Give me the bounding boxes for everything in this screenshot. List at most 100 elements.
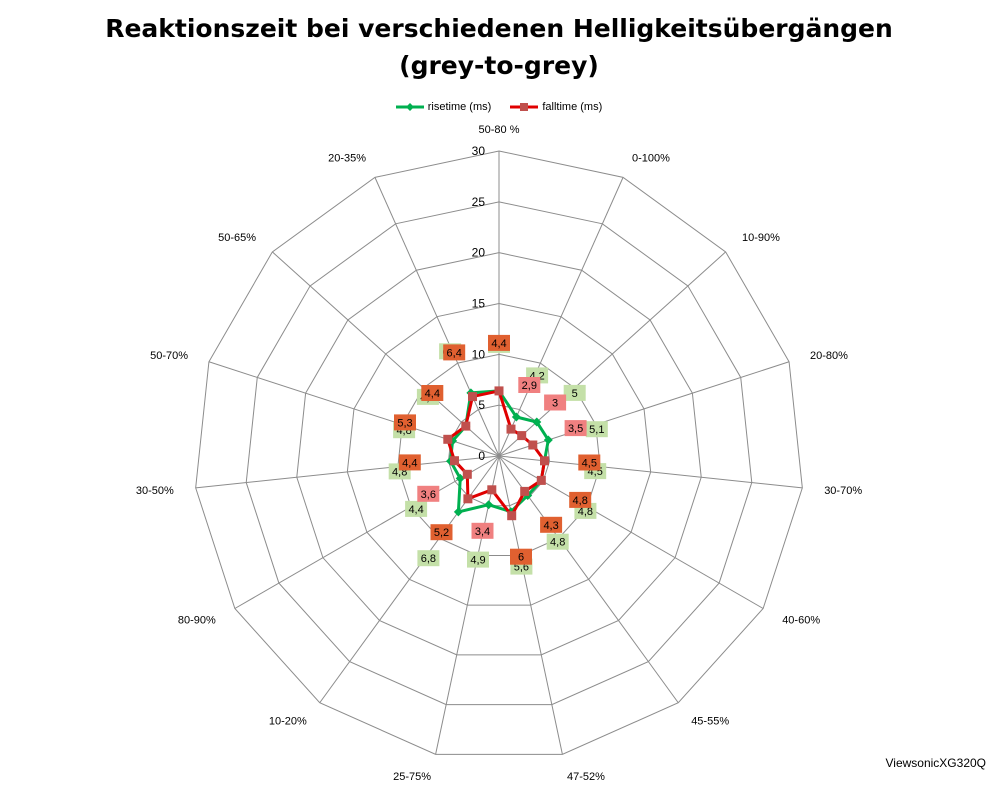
data-label-s0-8: 4,9 (470, 555, 485, 567)
tick-label-4: 20 (472, 246, 486, 260)
data-label-s1-10: 3,6 (421, 489, 436, 501)
data-label-s1-8: 3,4 (475, 526, 490, 538)
data-label-bg-s1-12 (394, 414, 416, 431)
data-label-bg-s1-9 (430, 524, 453, 541)
marker-s1-11 (450, 456, 459, 466)
marker-s1-10 (462, 469, 472, 479)
data-label-bg-s0-2 (563, 384, 586, 401)
series-line-0 (448, 389, 550, 514)
marker-s1-0 (494, 386, 504, 396)
data-label-s1-14: 6,4 (447, 347, 462, 359)
legend-label-risetime: risetime (ms) (427, 101, 492, 114)
axis-label-5: 40-60% (782, 615, 820, 627)
spoke-13 (272, 251, 500, 457)
data-label-bg-s1-10 (417, 485, 440, 502)
tick-label-6: 30 (472, 144, 486, 158)
legend-label-falltime: falltime (ms) (542, 101, 603, 114)
axis-label-1: 0-100% (632, 152, 670, 164)
tick-label-3: 15 (472, 297, 486, 311)
data-label-s1-1: 2,9 (522, 380, 537, 392)
marker-s1-8 (487, 485, 497, 495)
spoke-4 (498, 455, 803, 489)
data-label-s1-3: 3,5 (568, 423, 583, 435)
data-label-s1-12: 5,3 (397, 417, 412, 429)
data-label-s0-3: 5,1 (589, 424, 604, 436)
axis-label-10: 80-90% (178, 615, 216, 627)
marker-s1-12 (443, 434, 453, 444)
marker-s1-7 (507, 511, 517, 521)
marker-s0-3 (543, 435, 553, 445)
data-label-bg-s1-3 (564, 420, 587, 437)
axis-label-6: 45-55% (691, 716, 729, 728)
axis-label-4: 30-70% (824, 485, 862, 497)
data-label-bg-s0-9 (417, 550, 440, 567)
axis-label-11: 30-50% (136, 485, 174, 497)
marker-s0-9 (453, 507, 463, 517)
data-label-bg-s0-10 (405, 500, 428, 517)
marker-s1-3 (528, 440, 538, 450)
marker-s1-13 (461, 421, 471, 431)
axis-label-7: 47-52% (567, 771, 605, 783)
data-label-s0-9: 6,8 (421, 553, 436, 565)
legend-item-falltime: falltime (ms) (510, 101, 602, 113)
marker-s1-6 (520, 486, 530, 496)
spoke-10 (234, 455, 500, 609)
data-label-s1-0: 4,4 (491, 338, 506, 350)
data-label-s1-5: 4,8 (573, 495, 588, 507)
data-label-s1-4: 4,5 (582, 458, 597, 470)
spoke-9 (319, 455, 500, 704)
axis-label-13: 50-65% (218, 232, 256, 244)
chart-legend: risetime (ms) falltime (ms) (0, 101, 998, 113)
data-label-bg-s1-8 (471, 522, 494, 539)
chart-title: Reaktionszeit bei verschiedenen Helligke… (0, 10, 998, 84)
marker-s1-1 (506, 424, 516, 434)
data-label-bg-s0-8 (467, 551, 489, 568)
radial-tick-labels: 0 5 10 15 20 25 30 (472, 144, 486, 463)
marker-s1-14 (468, 392, 477, 402)
series-line-1 (446, 389, 546, 518)
grid-ring-4 (296, 252, 702, 656)
legend-item-risetime: risetime (ms) (395, 101, 492, 114)
tick-label-2: 10 (472, 347, 486, 361)
axis-label-8: 25-75% (393, 771, 431, 783)
data-label-bg-s1-6 (540, 516, 563, 533)
axis-label-9: 10-20% (269, 716, 307, 728)
data-label-s1-6: 4,3 (543, 520, 558, 532)
data-label-bg-s1-4 (578, 454, 601, 471)
data-label-s1-11: 4,4 (402, 457, 417, 469)
axis-label-0: 50-80 % (479, 124, 520, 136)
marker-s0-10 (455, 473, 465, 483)
axis-label-2: 10-90% (742, 232, 780, 244)
data-label-bg-s1-2 (544, 394, 567, 411)
marker-s1-5 (536, 475, 546, 485)
series-layer (443, 386, 553, 521)
grid-ring-2 (397, 353, 601, 556)
data-label-s0-5: 4,8 (578, 506, 593, 518)
spoke-7 (498, 455, 563, 755)
radar-grid (195, 150, 803, 755)
grid-ring-3 (346, 302, 652, 606)
axis-label-12: 50-70% (150, 350, 188, 362)
data-label-bg-s1-14 (443, 344, 466, 361)
axis-label-3: 20-80% (810, 350, 848, 362)
data-label-s0-2: 5 (572, 388, 578, 400)
axis-category-labels: 50-80 % 0-100% 10-90% 20-80% 30-70% 40-60% 45-… (136, 124, 862, 783)
data-label-bg-s1-13 (421, 385, 444, 401)
data-label-bg-s0-6 (546, 533, 569, 550)
marker-s0-2 (532, 417, 542, 427)
data-label-s1-13: 4,4 (425, 388, 440, 400)
data-label-s0-6: 4,8 (550, 537, 565, 549)
tick-label-0: 0 (478, 449, 485, 463)
spoke-1 (498, 177, 624, 457)
chart-title-line-2: (grey-to-grey) (399, 51, 599, 80)
marker-s1-9 (463, 494, 473, 504)
chart-title-line-1: Reaktionszeit bei verschiedenen Helligke… (105, 14, 893, 43)
marker-s1-4 (540, 456, 549, 466)
data-label-s1-2: 3 (552, 398, 558, 410)
grid-ring-6 (195, 150, 803, 755)
data-label-s1-9: 5,2 (434, 527, 449, 539)
data-label-bg-s1-5 (569, 491, 592, 508)
data-label-s0-10: 4,4 (408, 504, 423, 516)
marker-s0-8 (484, 500, 494, 510)
